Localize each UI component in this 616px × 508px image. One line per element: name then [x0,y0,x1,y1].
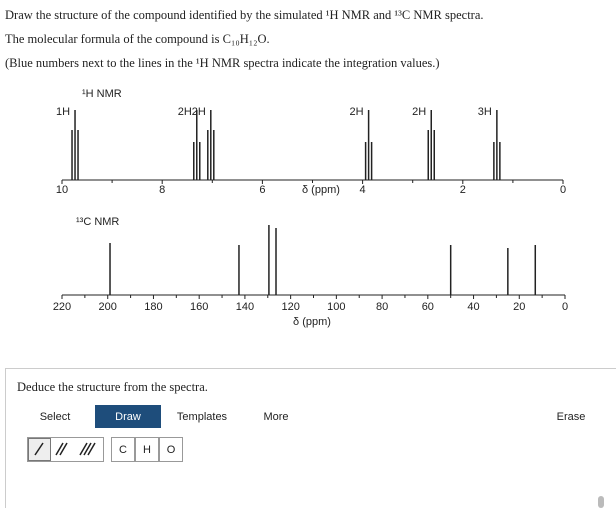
scrollbar [598,496,604,508]
x-tick-label: 80 [376,301,388,313]
tab[interactable]: Draw [115,411,141,423]
atom-label: O [167,444,176,456]
integration: 2H [350,106,364,118]
c-axis-label: δ (ppm) [293,316,331,328]
x-tick-label: 140 [236,301,254,313]
x-tick-label: 8 [159,184,165,196]
x-tick-label: 0 [560,184,566,196]
integration: 2H [192,106,206,118]
x-tick-label: 4 [360,184,366,196]
peak [207,110,215,180]
h-axis-label: δ (ppm) [302,184,340,196]
h-spectrum: 10 8 6 4 2 01H 2H 2H 2H 2H 3H [56,106,566,196]
peak [364,110,373,180]
x-tick-label: 0 [562,301,568,313]
x-tick-label: 60 [422,301,434,313]
x-tick-label: 20 [513,301,525,313]
atom-label: H [143,444,151,456]
atom-button[interactable] [111,437,135,462]
x-tick-label: 160 [190,301,208,313]
x-tick-label: 40 [467,301,479,313]
question-line: The molecular formula of the compound is… [5,32,270,46]
draw-tab-bg [95,405,161,428]
peak [71,110,79,180]
x-tick-label: 2 [460,184,466,196]
question-line: Draw the structure of the compound ident… [5,8,484,22]
c-spectrum: 220 200 180 160 140 120 100 80 60 40 20 0 [53,225,568,313]
peak [493,110,501,180]
atom-button[interactable] [159,437,183,462]
atom-button[interactable] [135,437,159,462]
x-tick-label: 10 [56,184,68,196]
triple-bond[interactable] [79,442,96,456]
peak [193,110,201,180]
x-tick-label: 120 [281,301,299,313]
tab[interactable]: Templates [177,411,228,423]
c-nmr-label: ¹³C NMR [76,216,119,228]
atom-label: C [119,444,127,456]
x-tick-label: 180 [144,301,162,313]
peak [427,110,435,180]
double-bond[interactable] [55,442,68,456]
x-tick-label: 200 [99,301,117,313]
integration: 2H [178,106,192,118]
integration: 3H [478,106,492,118]
single-bond-icon [34,442,44,456]
editor-prompt: Deduce the structure from the spectra. [17,380,208,394]
tab[interactable]: More [263,411,288,423]
x-tick-label: 100 [327,301,345,313]
x-tick-label: 6 [259,184,265,196]
integration: 2H [412,106,426,118]
x-tick-label: 220 [53,301,71,313]
tab[interactable]: Select [40,411,71,423]
integration: 1H [56,106,70,118]
question-line: (Blue numbers next to the lines in the ¹… [5,56,440,70]
h-nmr-label: ¹H NMR [82,88,122,100]
erase-button[interactable]: Erase [557,411,586,423]
editor-panel [5,368,616,508]
